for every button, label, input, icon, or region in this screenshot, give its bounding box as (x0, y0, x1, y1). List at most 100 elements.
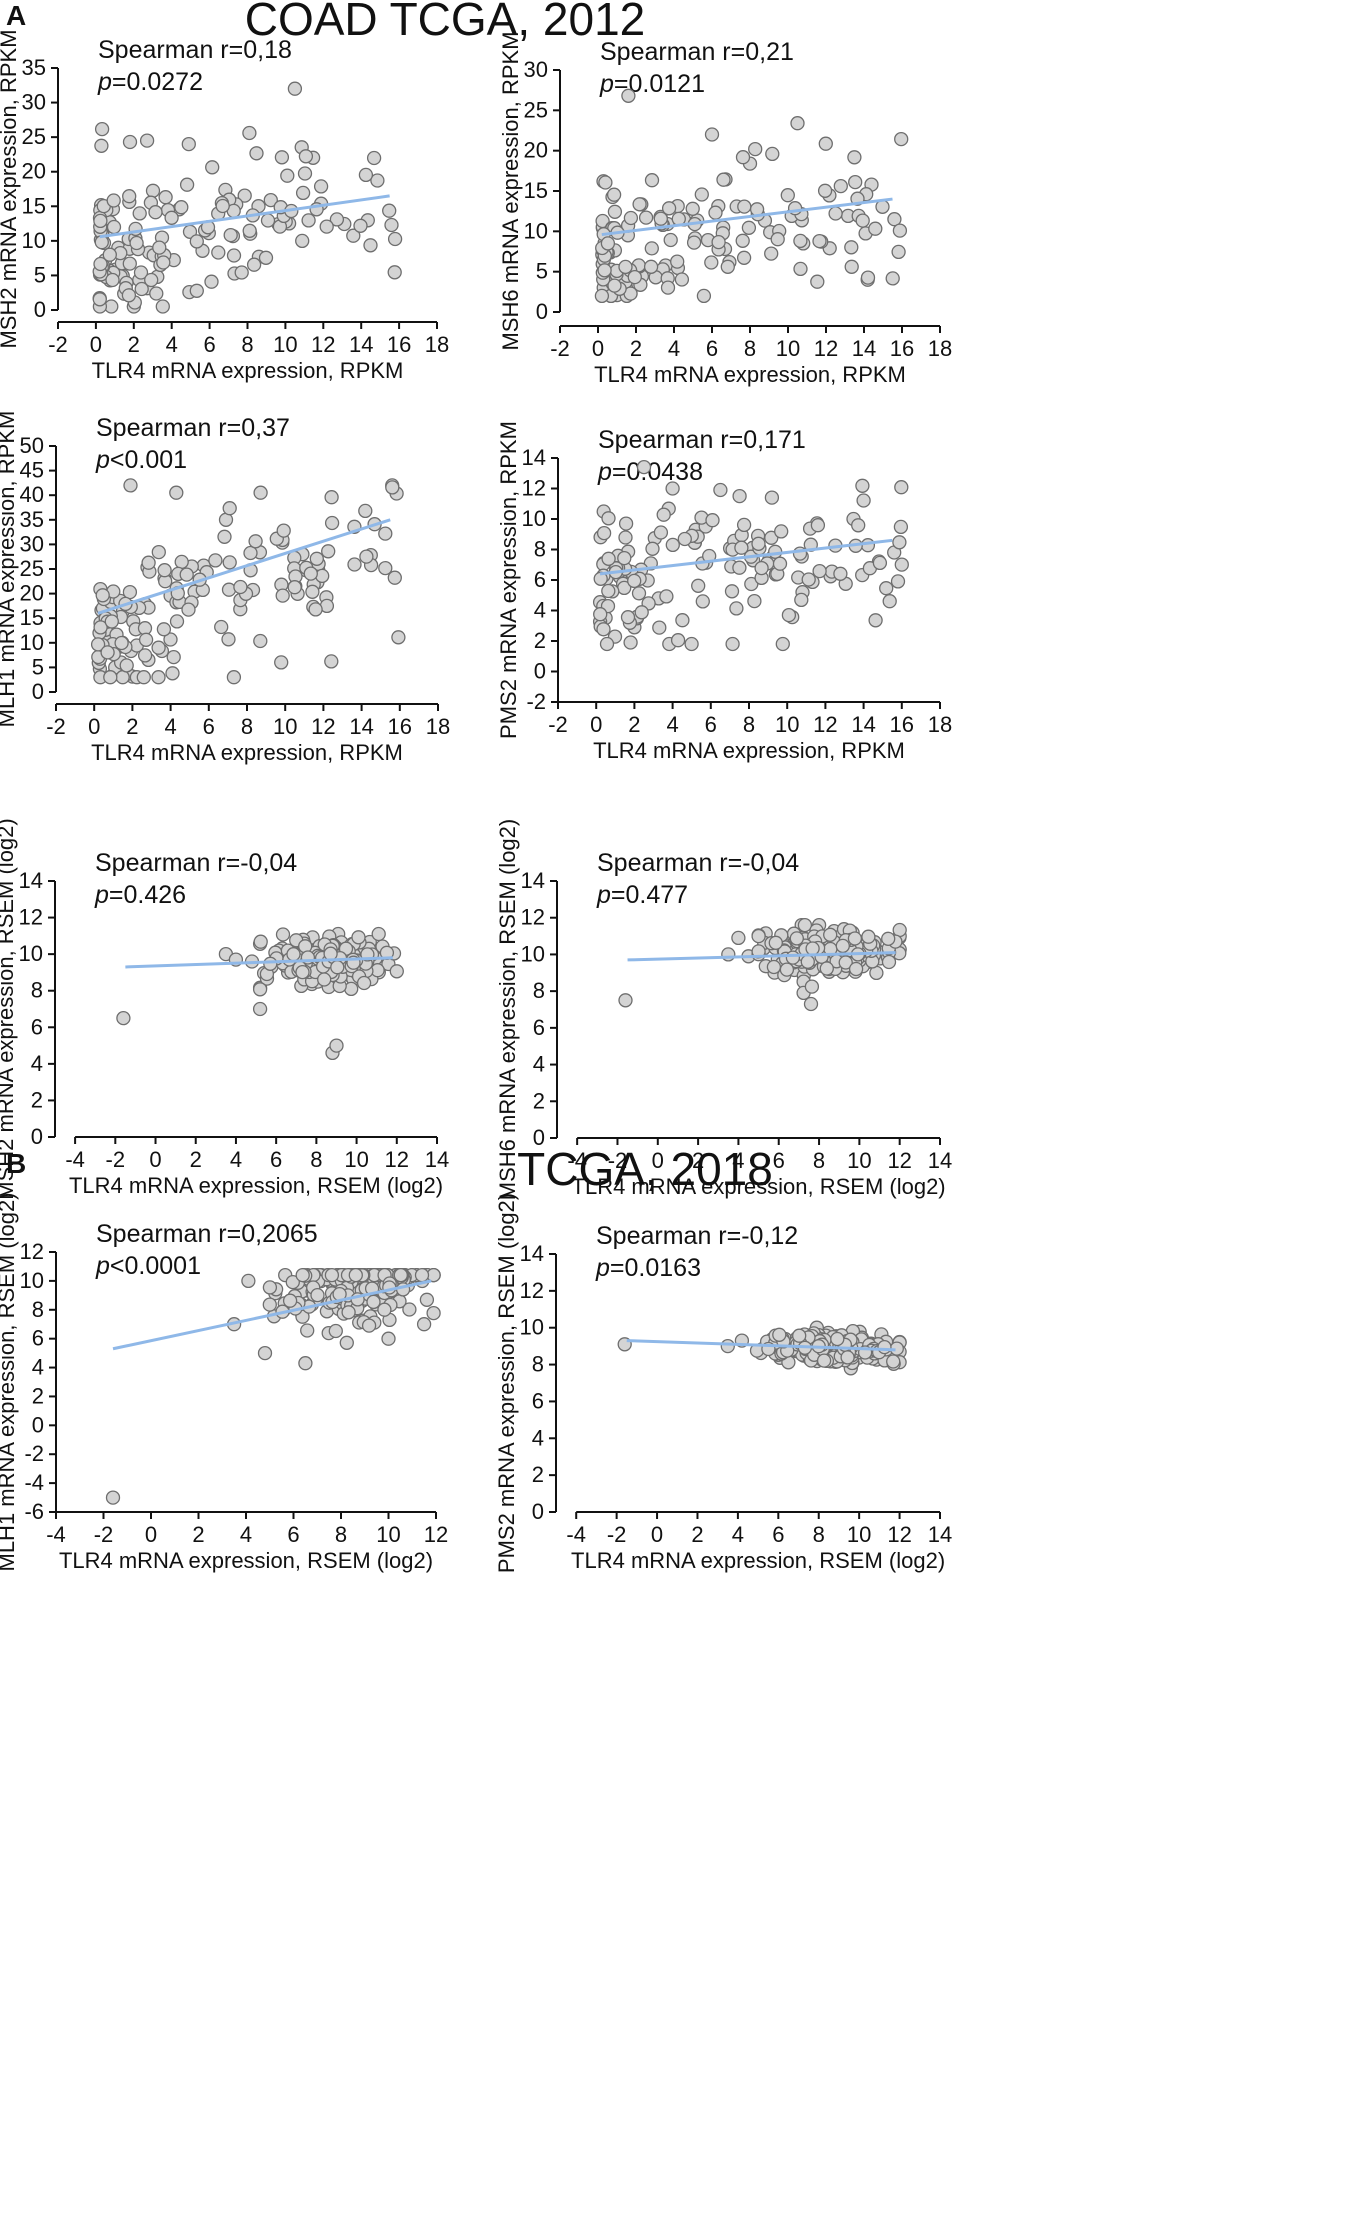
p-value: <0.001 (110, 446, 187, 474)
data-point (606, 187, 622, 202)
data-point (308, 602, 323, 617)
y-tick-label: 8 (532, 1352, 544, 1377)
y-tick-label: 10 (524, 218, 548, 243)
p-value: =0.0163 (610, 1254, 701, 1282)
data-point (122, 256, 137, 271)
x-tick-label: 0 (651, 1522, 663, 1547)
data-point (189, 234, 204, 249)
data-point (241, 1273, 256, 1289)
data-point (816, 1353, 832, 1368)
data-point (817, 183, 833, 198)
x-tick-label: 18 (426, 714, 450, 739)
regression-line (112, 1279, 432, 1351)
y-tick-label: 30 (524, 57, 548, 82)
data-point (298, 149, 314, 164)
x-tick-label: 6 (772, 1522, 784, 1547)
data-point (721, 947, 736, 962)
data-point (174, 200, 189, 215)
p-value-label: p=0.477 (596, 881, 688, 909)
data-point (169, 614, 185, 629)
y-tick-label: 0 (536, 299, 548, 324)
data-point (348, 1267, 363, 1283)
y-tick-label: 30 (20, 531, 44, 556)
data-point (665, 481, 680, 496)
y-tick-label: 4 (32, 1355, 44, 1380)
data-point (855, 478, 870, 493)
data-point (868, 613, 883, 628)
data-point (151, 544, 166, 560)
x-tick-label: 12 (311, 332, 335, 357)
data-point (747, 593, 762, 609)
data-point (792, 1328, 807, 1343)
x-tick-label: 8 (335, 1522, 347, 1547)
data-point (249, 146, 264, 161)
y-tick-label: 14 (522, 445, 546, 470)
y-tick-label: 6 (534, 567, 546, 592)
data-point (141, 555, 156, 570)
data-point (174, 554, 189, 570)
x-tick-label: 0 (590, 712, 602, 737)
y-tick-label: 35 (22, 55, 46, 80)
p-symbol: p (95, 1252, 110, 1280)
data-point (801, 572, 816, 587)
y-tick-label: 0 (32, 679, 44, 704)
data-point (848, 961, 864, 977)
data-point (246, 257, 262, 272)
data-point (789, 931, 804, 946)
data-point (623, 210, 639, 226)
p-value-label: p=0.0438 (597, 458, 703, 486)
data-point (149, 286, 164, 301)
p-value: =0.0272 (112, 68, 203, 96)
data-point (189, 283, 204, 298)
x-tick-label: -2 (48, 332, 68, 357)
data-point (328, 1323, 343, 1339)
x-tick-label: 10 (847, 1522, 871, 1547)
data-point (353, 218, 368, 233)
y-tick-label: 10 (521, 941, 545, 966)
x-tick-label: 8 (743, 712, 755, 737)
y-tick-label: 12 (520, 1278, 544, 1303)
data-point (329, 1038, 344, 1053)
data-point (800, 954, 815, 969)
data-point (280, 168, 295, 183)
data-point (804, 979, 820, 994)
y-tick-label: 20 (524, 138, 548, 163)
data-point (378, 526, 393, 541)
data-point (252, 982, 268, 997)
data-point (310, 1287, 325, 1303)
x-tick-label: 16 (388, 714, 412, 739)
spearman-r-label: Spearman r=-0,04 (95, 849, 297, 877)
chart-a4: -2 0 2 4 6 8 10 12 14 -2 0 2 4 6 8 10 12 14 16 18 TLR4 mRNA … (496, 421, 952, 763)
regression-line (627, 951, 896, 962)
data-point (848, 174, 863, 190)
data-point (295, 233, 310, 249)
data-point (274, 150, 290, 165)
data-point (313, 179, 329, 194)
x-tick-label: 4 (164, 714, 176, 739)
data-point (315, 568, 330, 584)
data-point (812, 563, 827, 579)
data-point (105, 1490, 121, 1505)
data-point (627, 573, 642, 589)
data-point (844, 259, 859, 274)
regression-line (97, 518, 391, 615)
y-tick-label: 14 (19, 868, 43, 893)
data-point (618, 993, 633, 1008)
data-point (684, 636, 699, 652)
data-point (643, 259, 659, 274)
data-point (297, 166, 313, 181)
y-tick-label: 6 (532, 1388, 544, 1413)
data-point (208, 553, 223, 568)
y-tick-label: 10 (20, 630, 44, 655)
data-point (319, 219, 334, 234)
data-point (359, 549, 374, 564)
p-value: <0.0001 (110, 1252, 201, 1280)
data-point (179, 177, 195, 192)
spearman-r-label: Spearman r=0,37 (96, 414, 290, 442)
x-tick-label: 16 (890, 712, 914, 737)
data-point (155, 299, 170, 314)
data-point (805, 941, 820, 956)
